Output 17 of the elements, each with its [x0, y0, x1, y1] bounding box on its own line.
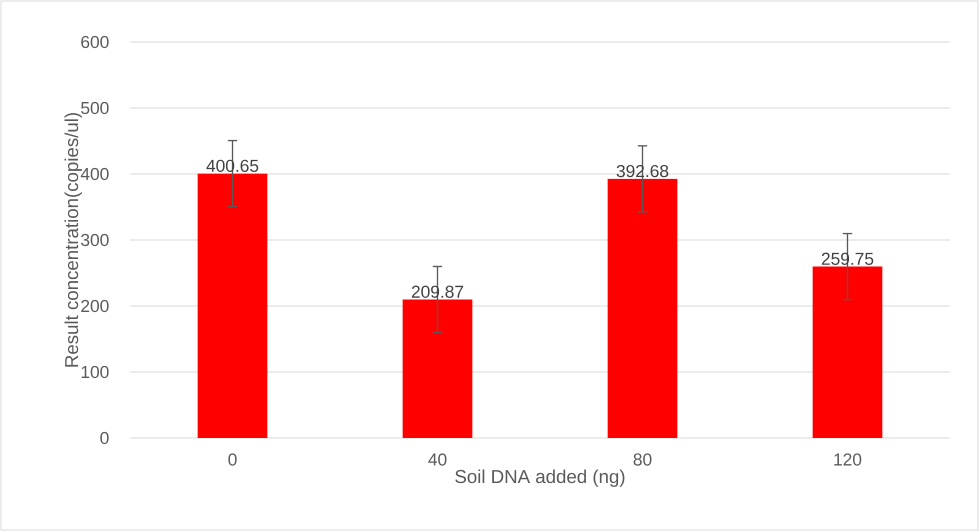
- x-tick-label: 40: [428, 453, 446, 466]
- bar: [608, 178, 678, 438]
- y-tick-label: 500: [81, 102, 109, 114]
- y-tick-label: 200: [81, 300, 109, 312]
- y-tick-label: 600: [81, 36, 109, 48]
- x-tick-label: 0: [228, 453, 237, 466]
- x-axis-title: Soil DNA added (ng): [455, 469, 624, 487]
- y-axis-title: Result concentration(copies/ul): [64, 113, 82, 367]
- y-tick-label: 300: [81, 234, 109, 246]
- x-tick-label: 80: [634, 453, 652, 466]
- y-tick-label: 0: [100, 432, 109, 444]
- bar: [402, 299, 472, 438]
- bar: [198, 174, 268, 438]
- y-tick-label: 400: [80, 168, 109, 180]
- bar: [812, 266, 882, 438]
- x-tick-label: 120: [834, 453, 862, 466]
- y-tick-label: 100: [82, 366, 109, 378]
